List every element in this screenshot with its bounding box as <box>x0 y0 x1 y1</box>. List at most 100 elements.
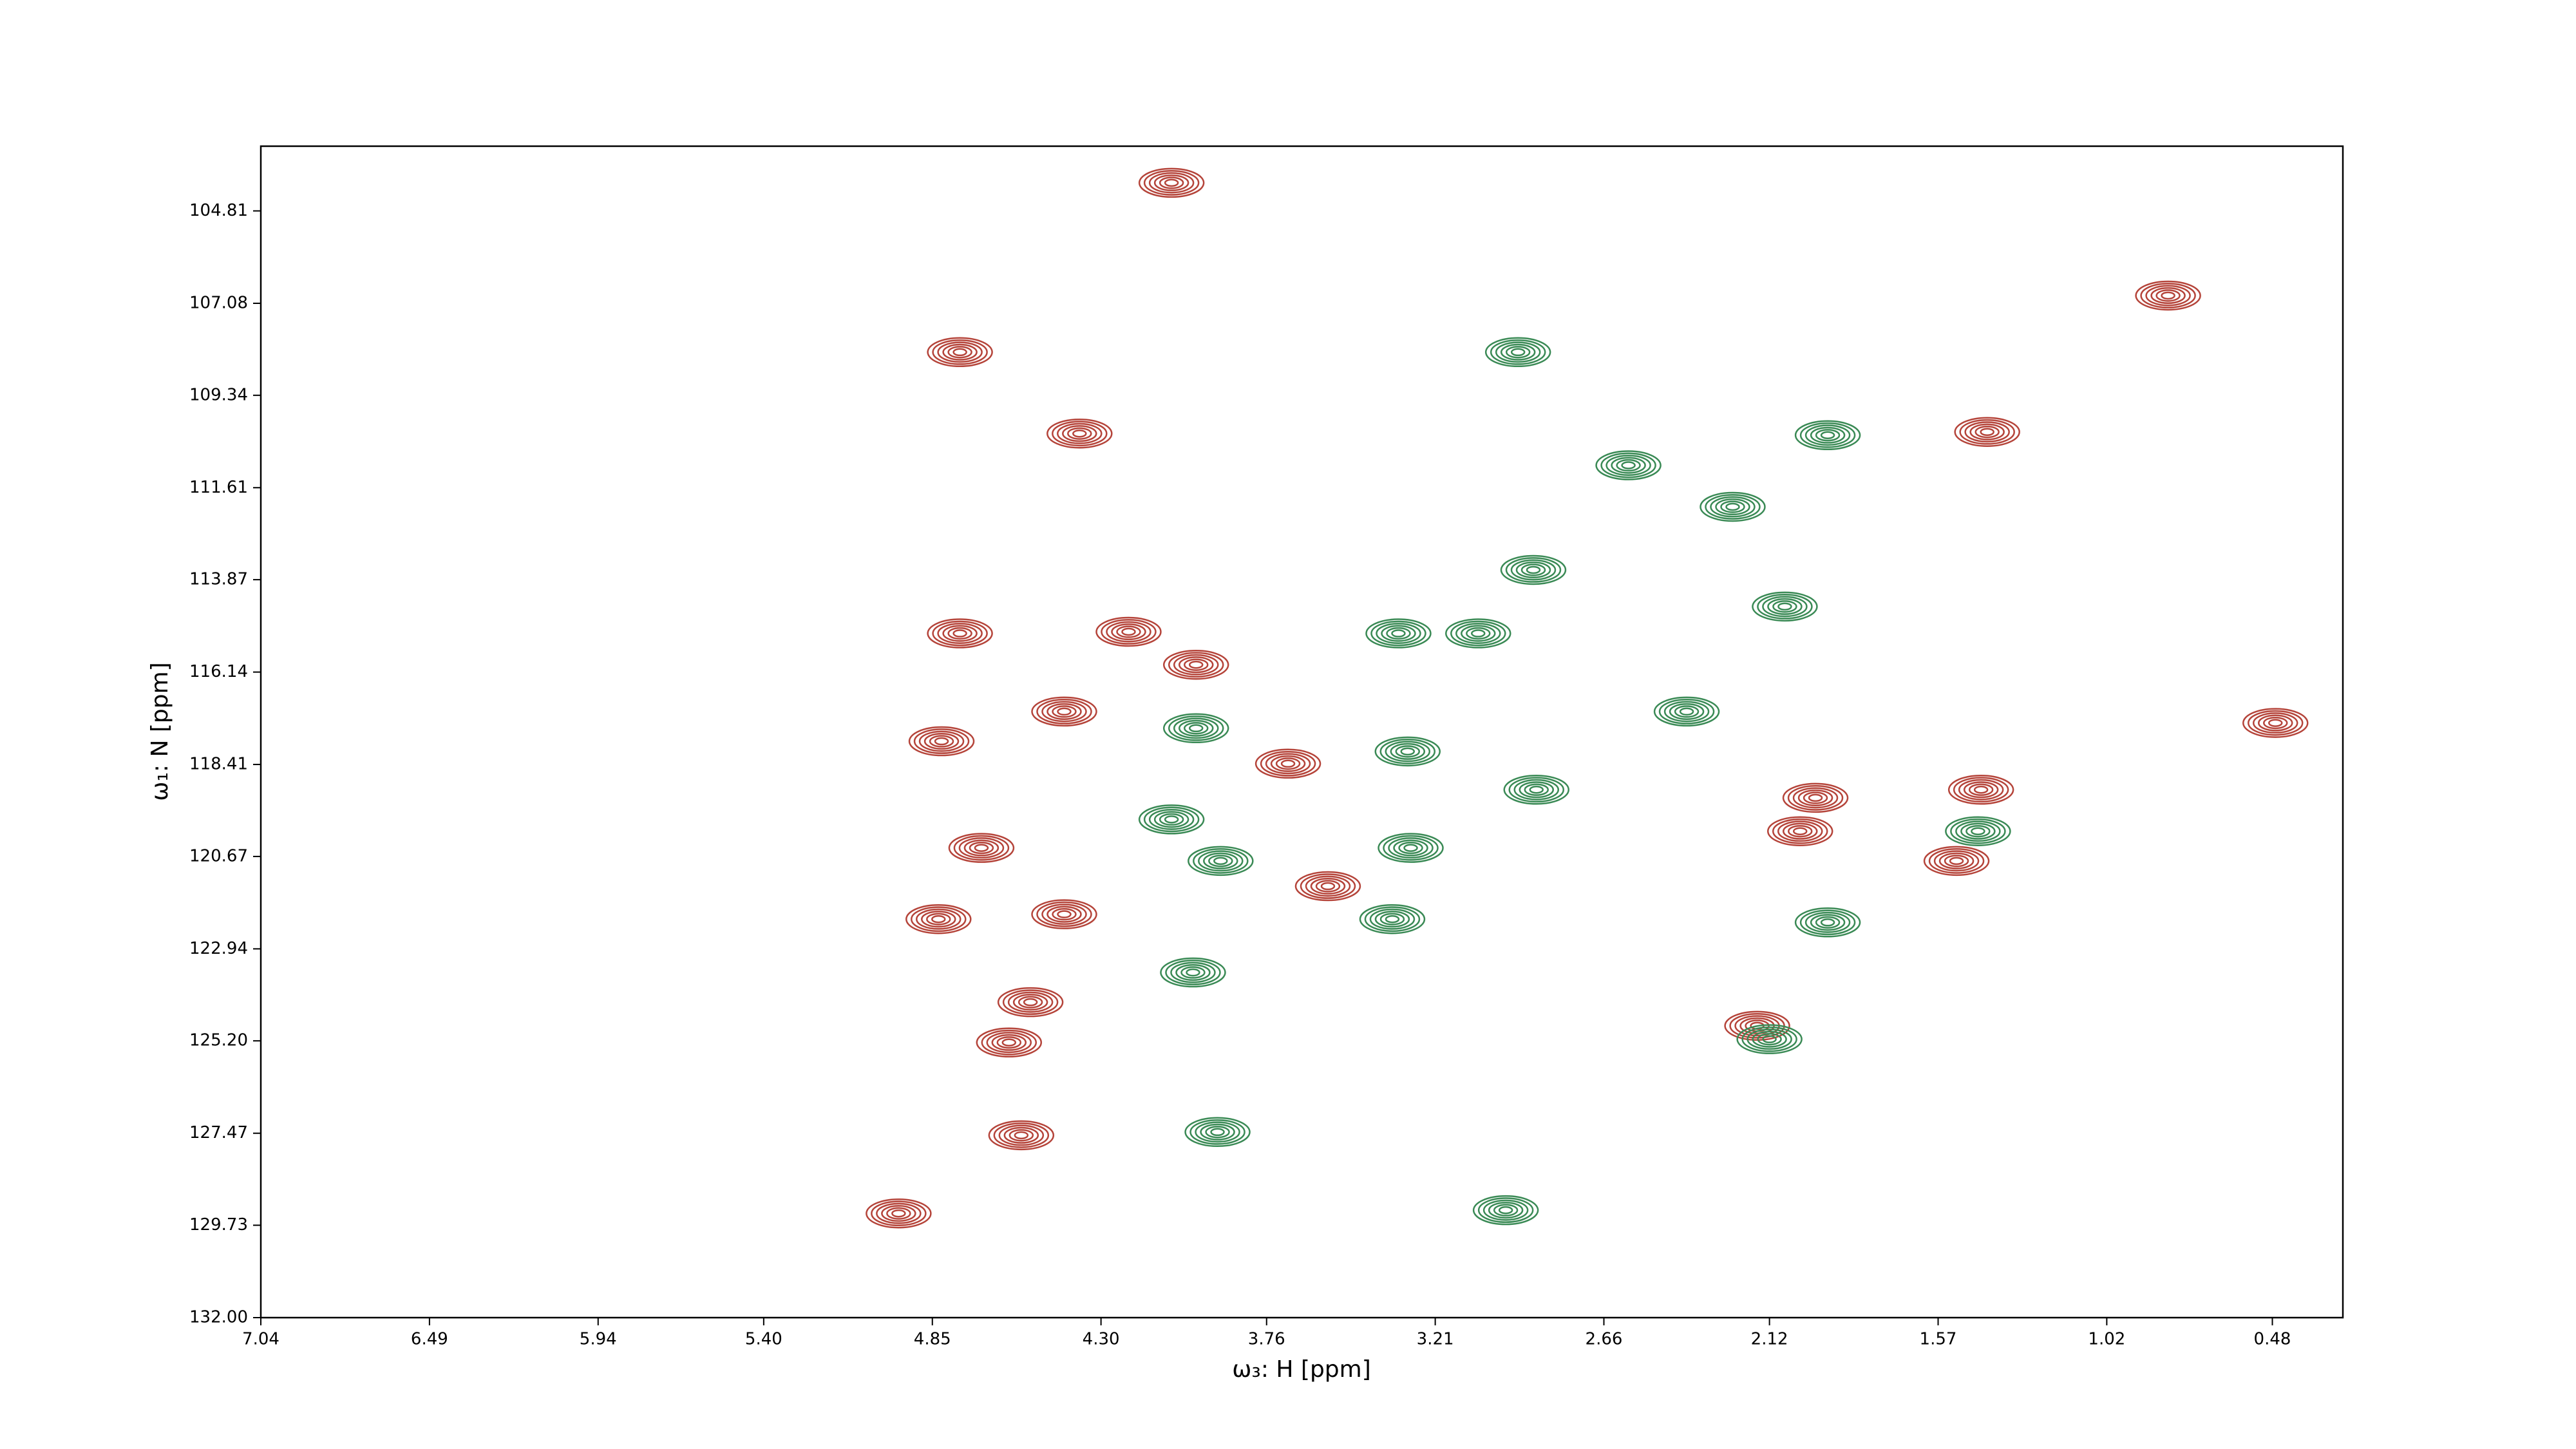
contour-level <box>1374 911 1410 928</box>
contour-level <box>1787 825 1813 838</box>
contour-level <box>1803 791 1828 804</box>
peak <box>1500 554 1567 585</box>
y-tick-label: 120.67 <box>189 846 248 866</box>
contour-level <box>1305 875 1351 897</box>
contour-level <box>891 1209 906 1218</box>
y-tick-label: 107.08 <box>189 293 248 312</box>
contour-level <box>1188 724 1204 733</box>
contour-level <box>942 625 978 642</box>
contour-level <box>1036 699 1092 724</box>
contour-level <box>1794 907 1861 938</box>
contour-level <box>2252 712 2298 734</box>
contour-level <box>1385 914 1400 923</box>
contour-level <box>1964 421 2010 443</box>
peak <box>1359 904 1426 934</box>
contour-level <box>1757 593 1813 620</box>
contour-level <box>1500 343 1536 361</box>
contour-level <box>1616 459 1641 472</box>
contour-level <box>1797 789 1833 806</box>
peak <box>1945 816 2011 846</box>
y-axis-label: ω₁: N [ppm] <box>147 662 173 800</box>
contour-level <box>1168 652 1224 678</box>
contour-level <box>2145 285 2191 307</box>
contour-level <box>2161 291 2175 300</box>
contour-level <box>1003 1126 1039 1144</box>
contour-level <box>1958 779 2004 800</box>
contour-level <box>1529 785 1544 794</box>
contour-level <box>1772 600 1797 613</box>
contour-level <box>1792 827 1808 835</box>
contour-level <box>1057 422 1103 444</box>
contour-level <box>1138 804 1205 835</box>
contour-level <box>1928 848 1985 874</box>
y-tick-label: 109.34 <box>189 385 248 404</box>
contour-level <box>1450 620 1506 647</box>
contour-level <box>1508 777 1564 803</box>
peak <box>1365 618 1432 649</box>
contour-level <box>1205 1126 1230 1139</box>
x-tick-label: 1.57 <box>1920 1330 1957 1349</box>
contour-level <box>1500 554 1567 585</box>
contour-level <box>1674 705 1700 718</box>
contour-level <box>923 732 960 750</box>
contour-level <box>1012 994 1048 1011</box>
contour-level <box>1938 852 1975 869</box>
contour-level <box>1782 782 1849 813</box>
contour-level <box>1762 596 1808 618</box>
contour-level <box>1519 781 1554 799</box>
contour-level <box>1725 502 1740 511</box>
contour-level <box>997 987 1064 1018</box>
x-tick-label: 2.12 <box>1751 1330 1788 1349</box>
contour-level <box>1186 968 1200 977</box>
contour-level <box>1794 420 1861 450</box>
contour-level <box>1762 1035 1777 1043</box>
contour-level <box>1036 901 1092 927</box>
contour-level <box>1808 793 1823 802</box>
contour-level <box>1820 431 1835 439</box>
contour-level <box>1294 871 1361 902</box>
contour-level <box>1679 707 1694 716</box>
contour-level <box>963 839 999 857</box>
contour-level <box>1213 857 1228 866</box>
contour-level <box>1766 816 1833 846</box>
contour-level <box>1052 421 1108 447</box>
contour-level <box>1968 783 1994 796</box>
contour-level <box>1595 450 1662 480</box>
contour-level <box>1963 781 1999 799</box>
contour-level <box>1960 822 1996 840</box>
contour-level <box>1804 911 1851 933</box>
contour-level <box>1275 757 1301 770</box>
contour-level <box>1466 627 1491 640</box>
contour-level <box>1386 627 1411 640</box>
contour-level <box>1057 707 1072 716</box>
y-tick-label: 118.41 <box>189 755 248 774</box>
contour-level <box>1767 598 1803 615</box>
contour-level <box>1310 877 1346 895</box>
contour-level <box>1810 914 1846 931</box>
contour-level <box>1183 658 1209 671</box>
contour-level <box>1014 1131 1029 1140</box>
contour-level <box>2155 289 2181 302</box>
peak <box>1138 167 1205 198</box>
contour-level <box>986 1032 1032 1054</box>
contour-level <box>952 629 967 638</box>
contour-level <box>1461 625 1496 642</box>
contour-level <box>1736 1024 1803 1054</box>
contour-level <box>1193 848 1249 874</box>
contour-level <box>1482 1199 1529 1221</box>
contour-level <box>974 844 989 852</box>
contour-level <box>1820 918 1835 927</box>
contour-level <box>1969 423 2005 440</box>
contour-level <box>1320 882 1336 891</box>
contour-level <box>1376 623 1421 644</box>
peak <box>1138 804 1205 835</box>
contour-level <box>1383 835 1439 861</box>
contour-level <box>1490 339 1546 365</box>
contour-level <box>916 908 961 930</box>
contour-level <box>1116 625 1141 638</box>
y-tick-label: 116.14 <box>189 662 248 681</box>
contour-level <box>993 1122 1050 1148</box>
contour-level <box>1379 738 1436 764</box>
contour-level <box>1810 426 1846 444</box>
